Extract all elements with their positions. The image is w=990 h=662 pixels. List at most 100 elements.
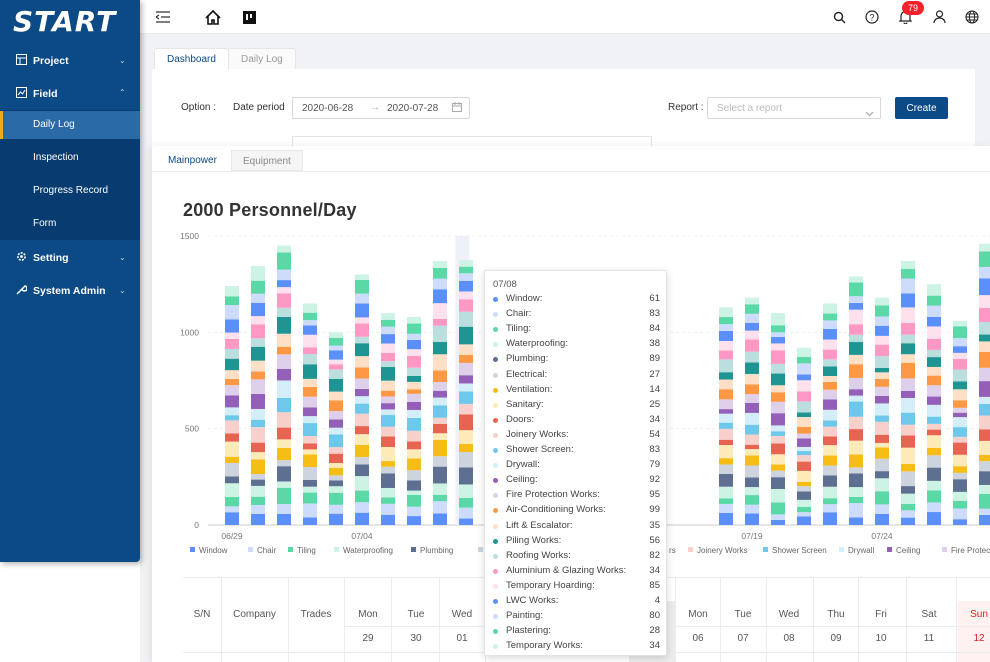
bar-segment xyxy=(433,501,447,514)
x-tick-label: 07/19 xyxy=(741,531,763,541)
bar-segment xyxy=(225,385,239,396)
bar-segment xyxy=(719,372,733,380)
tooltip-series-value: 83 xyxy=(649,308,660,320)
bar-segment xyxy=(849,334,863,343)
tooltip-series-value: 80 xyxy=(649,610,660,622)
bar-segment xyxy=(433,325,447,342)
bar-segment xyxy=(745,449,759,456)
bar-segment xyxy=(277,460,291,467)
tooltip-series-name: Ceiling: xyxy=(506,474,538,486)
bar-segment xyxy=(303,354,317,365)
bar-segment xyxy=(927,404,941,417)
sidebar-subitem-form[interactable]: Form xyxy=(0,210,140,238)
bar-segment xyxy=(303,378,317,387)
tab-daily-log[interactable]: Daily Log xyxy=(228,48,296,70)
bar-segment xyxy=(407,339,421,350)
bar-segment xyxy=(719,409,733,414)
date-range-picker[interactable]: 2020-06-28 → 2020-07-28 xyxy=(292,97,470,119)
bar-segment xyxy=(407,375,421,382)
board-icon[interactable] xyxy=(240,8,258,26)
report-select[interactable]: Select a report xyxy=(707,97,881,119)
bar-segment xyxy=(251,302,265,317)
tooltip-series-value: 34 xyxy=(649,640,660,652)
day-header: Mon xyxy=(358,609,378,620)
bar-segment xyxy=(797,451,811,456)
chevron-down-icon: ⌄ xyxy=(119,286,126,295)
language-icon[interactable] xyxy=(963,8,981,26)
tooltip-row: Waterproofing: 38 xyxy=(493,337,660,352)
bar-segment xyxy=(875,415,889,422)
sidebar-subitem-daily-log[interactable]: Daily Log xyxy=(0,111,140,139)
top-header xyxy=(140,0,990,34)
bar-segment xyxy=(797,347,811,357)
help-icon[interactable]: ? xyxy=(863,8,881,26)
bar-segment xyxy=(719,474,733,487)
sidebar-item-system-admin[interactable]: System Admin ⌄ xyxy=(0,277,140,305)
legend-label: Waterproofing xyxy=(343,546,393,555)
bar-segment xyxy=(251,316,265,325)
bar-segment xyxy=(251,338,265,347)
tooltip-row: Electrical: 27 xyxy=(493,368,660,383)
bar-segment xyxy=(901,412,915,425)
bar-segment xyxy=(797,486,811,492)
sidebar-item-project[interactable]: Project ⌄ xyxy=(0,47,140,75)
tab-equipment[interactable]: Equipment xyxy=(231,150,303,171)
table-column-divider xyxy=(906,577,907,662)
calendar-icon[interactable] xyxy=(452,102,462,115)
bar-segment xyxy=(771,477,785,490)
bar-segment xyxy=(433,354,447,371)
bar-segment xyxy=(875,504,889,514)
menu-collapse-icon[interactable] xyxy=(154,8,172,26)
legend-swatch xyxy=(887,547,892,552)
sidebar-subitem-progress-record[interactable]: Progress Record xyxy=(0,177,140,205)
bar-segment xyxy=(459,354,473,363)
bar-segment xyxy=(927,429,941,436)
bar-segment xyxy=(303,334,317,348)
user-icon[interactable] xyxy=(930,8,948,26)
bar-segment xyxy=(953,427,967,437)
bar-segment xyxy=(745,322,759,331)
bar-segment xyxy=(979,493,990,509)
table-header-cell: Company xyxy=(233,609,276,620)
tooltip-series-value: 79 xyxy=(649,459,660,471)
bar-segment xyxy=(355,490,369,503)
home-icon[interactable] xyxy=(204,8,222,26)
bar-segment xyxy=(771,431,785,436)
bar-segment xyxy=(823,436,837,446)
svg-text:?: ? xyxy=(869,13,874,23)
bar-segment xyxy=(329,486,343,493)
tooltip-row: Shower Screen: 83 xyxy=(493,443,660,458)
tooltip-series-name: Roofing Works: xyxy=(506,549,571,561)
bar-segment xyxy=(407,480,421,491)
bar-segment xyxy=(381,436,395,447)
bar-segment xyxy=(381,390,395,397)
bar-segment xyxy=(927,366,941,376)
bar-segment xyxy=(745,373,759,385)
day-header: Tue xyxy=(734,609,752,620)
bar-segment xyxy=(459,260,473,267)
bar-segment xyxy=(303,492,317,504)
bar-segment xyxy=(797,380,811,392)
search-icon[interactable] xyxy=(830,8,848,26)
series-dot xyxy=(493,568,498,574)
sidebar-item-field[interactable]: Field ⌃ xyxy=(0,80,140,108)
bar-segment xyxy=(901,334,915,344)
bar-segment xyxy=(433,261,447,268)
create-button[interactable]: Create xyxy=(895,97,948,119)
bar-segment xyxy=(745,384,759,395)
tooltip-series-name: Aluminium & Glazing Works: xyxy=(506,564,627,576)
table-column-divider xyxy=(221,577,222,662)
sidebar-subitem-inspection[interactable]: Inspection xyxy=(0,144,140,172)
tab-mainpower[interactable]: Mainpower xyxy=(168,155,217,166)
tooltip-row: Temporary Works: 34 xyxy=(493,639,660,654)
sidebar-item-setting[interactable]: Setting ⌄ xyxy=(0,244,140,272)
bar-segment xyxy=(953,466,967,473)
bar-segment xyxy=(823,389,837,400)
bar-segment xyxy=(953,412,967,418)
tooltip-row: Plumbing: 89 xyxy=(493,352,660,367)
day-header: Fri xyxy=(875,609,887,620)
arrow-right-icon: → xyxy=(370,102,380,113)
bar-segment xyxy=(225,319,239,333)
bar-segment xyxy=(355,426,369,435)
